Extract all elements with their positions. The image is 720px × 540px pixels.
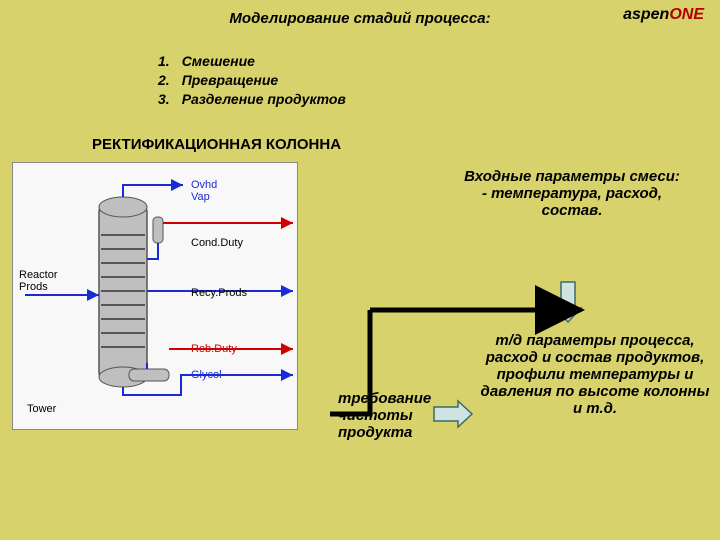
flow-arrows (0, 0, 720, 540)
